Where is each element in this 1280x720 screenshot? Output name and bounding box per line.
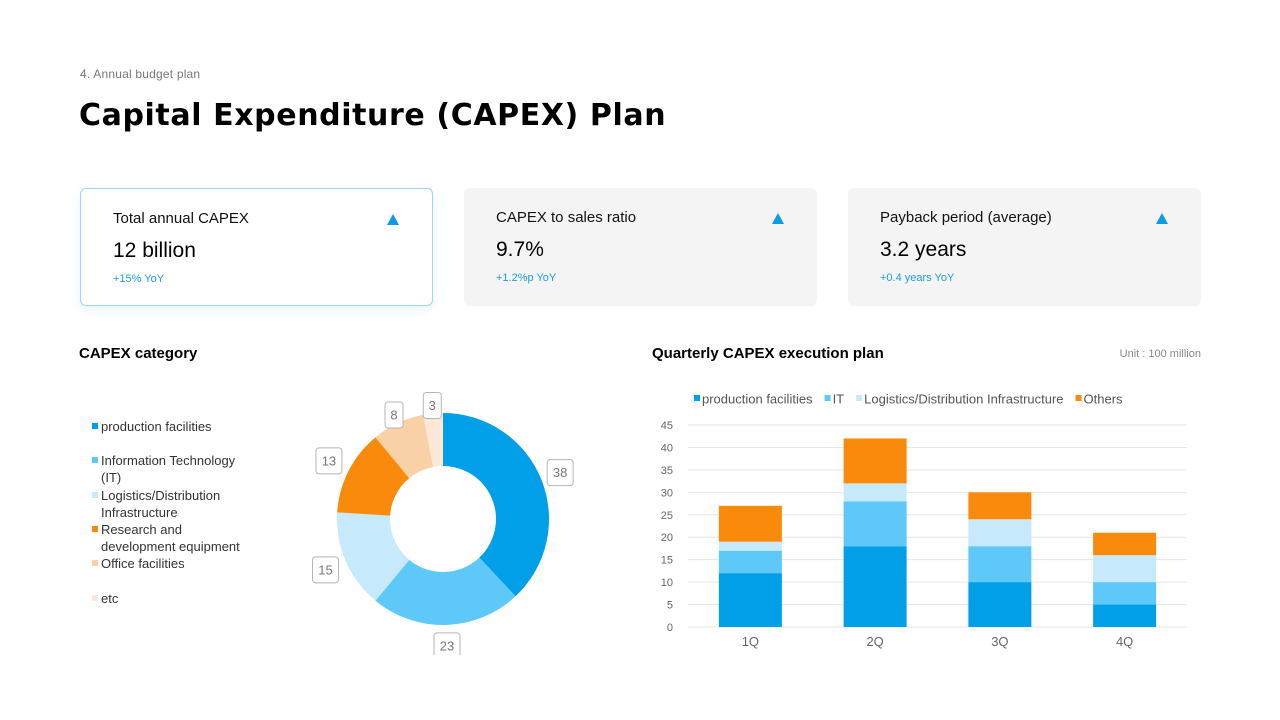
capex-category-title: CAPEX category [79,345,198,362]
x-tick-label: 4Q [1116,634,1133,649]
legend-label: etc [101,591,119,606]
y-tick-label: 25 [661,510,673,522]
data-label-box [433,632,461,655]
breadcrumb: 4. Annual budget plan [80,67,201,81]
kpi-value: 3.2 years [880,238,967,261]
bar-segment [1093,582,1157,605]
data-label: 15 [318,562,332,577]
data-label: 8 [390,407,397,422]
data-label-box [546,459,574,487]
bar-segment [718,541,782,551]
donut-slice [375,557,516,625]
bar-segment [968,492,1032,520]
bar-segment [1093,555,1157,583]
bar-segment [718,505,782,542]
y-tick-label: 5 [667,600,673,612]
bar-segment [1093,604,1157,627]
legend-swatch [92,560,98,566]
legend-label: production facilities [702,392,813,407]
kpi-label: CAPEX to sales ratio [496,209,637,226]
legend-swatch [92,457,98,463]
bar-segment [843,438,907,484]
donut-slice [423,413,443,467]
data-label: 13 [322,453,336,468]
kpi-value: 12 billion [113,239,196,262]
legend-item-it: Information Technology (IT) [92,452,250,486]
kpi-label: Total annual CAPEX [113,210,249,227]
x-tick-label: 3Q [991,634,1008,649]
quarterly-plan-title: Quarterly CAPEX execution plan [652,345,884,362]
bar-segment [968,546,1032,583]
legend-item-office: Office facilities [92,555,262,572]
up-triangle-icon [387,214,399,225]
bar-segment [1093,532,1157,556]
legend-swatch [92,595,98,601]
donut-slice [337,512,410,601]
bar-segment [843,501,907,547]
legend-label: Logistics/Distribution Infrastructure [864,392,1063,407]
data-label-box [422,392,442,420]
donut-slice [337,437,410,516]
legend-item-research: Research and development equipment [92,521,257,555]
kpi-change: +0.4 years YoY [880,272,955,284]
legend-item-etc: etc [92,590,262,607]
bar-segment [843,546,907,627]
legend-label: Logistics/Distribution Infrastructure [101,488,221,520]
x-tick-label: 1Q [742,634,759,649]
kpi-card-capex-ratio[interactable]: CAPEX to sales ratio 9.7% +1.2%p YoY [464,188,817,306]
legend-label: Office facilities [101,556,185,571]
data-label: 38 [553,465,567,480]
legend-label: Research and development equipment [101,522,240,554]
donut-slice [375,414,434,479]
bar-segment [718,550,782,574]
legend-label: IT [833,392,845,407]
legend-swatch [856,395,863,401]
kpi-change: +15% YoY [113,273,165,285]
y-tick-label: 0 [667,622,673,634]
legend-label: production facilities [101,419,212,434]
y-tick-label: 10 [661,577,673,589]
y-tick-label: 40 [661,442,673,454]
y-tick-label: 15 [661,555,673,567]
legend-item-production: production facilities [92,418,262,435]
data-label: 3 [429,398,436,413]
up-triangle-icon [772,213,784,224]
y-tick-label: 45 [661,420,673,432]
data-label-box [312,556,340,584]
legend-swatch [92,492,98,498]
kpi-value: 9.7% [496,238,544,261]
legend-swatch [1075,395,1082,401]
x-tick-label: 2Q [866,634,883,649]
kpi-card-payback-period[interactable]: Payback period (average) 3.2 years +0.4 … [848,188,1201,306]
capex-category-donut-chart: 38 23 15 13 8 3 [312,392,574,655]
unit-label: Unit : 100 million [1119,348,1201,360]
kpi-card-total-capex[interactable]: Total annual CAPEX 12 billion +15% YoY [80,188,433,306]
up-triangle-icon [1156,213,1168,224]
legend-swatch [824,395,831,401]
kpi-change: +1.2%p YoY [496,272,557,284]
legend-swatch [92,423,98,429]
bar-segment [968,519,1032,547]
legend-label: Information Technology (IT) [101,453,236,485]
legend-item-logistics: Logistics/Distribution Infrastructure [92,487,242,521]
legend-swatch [694,395,700,401]
y-tick-label: 20 [661,532,673,544]
y-tick-label: 30 [661,487,673,499]
data-label-box [315,447,343,475]
legend-label: Others [1084,392,1124,407]
donut-slice [443,413,549,597]
legend-swatch [92,526,98,532]
data-label: 23 [440,638,454,653]
data-label-box [384,401,404,429]
kpi-label: Payback period (average) [880,209,1052,226]
quarterly-capex-bar-chart: 0 5 10 15 20 25 30 35 40 45 1Q 2Q 3Q 4Q production fac… [661,392,1187,649]
bar-segment [718,573,782,627]
page-title: Capital Expenditure (CAPEX) Plan [79,98,667,133]
y-tick-label: 35 [661,465,673,477]
bar-segment [968,582,1032,627]
bar-segment [843,483,907,502]
